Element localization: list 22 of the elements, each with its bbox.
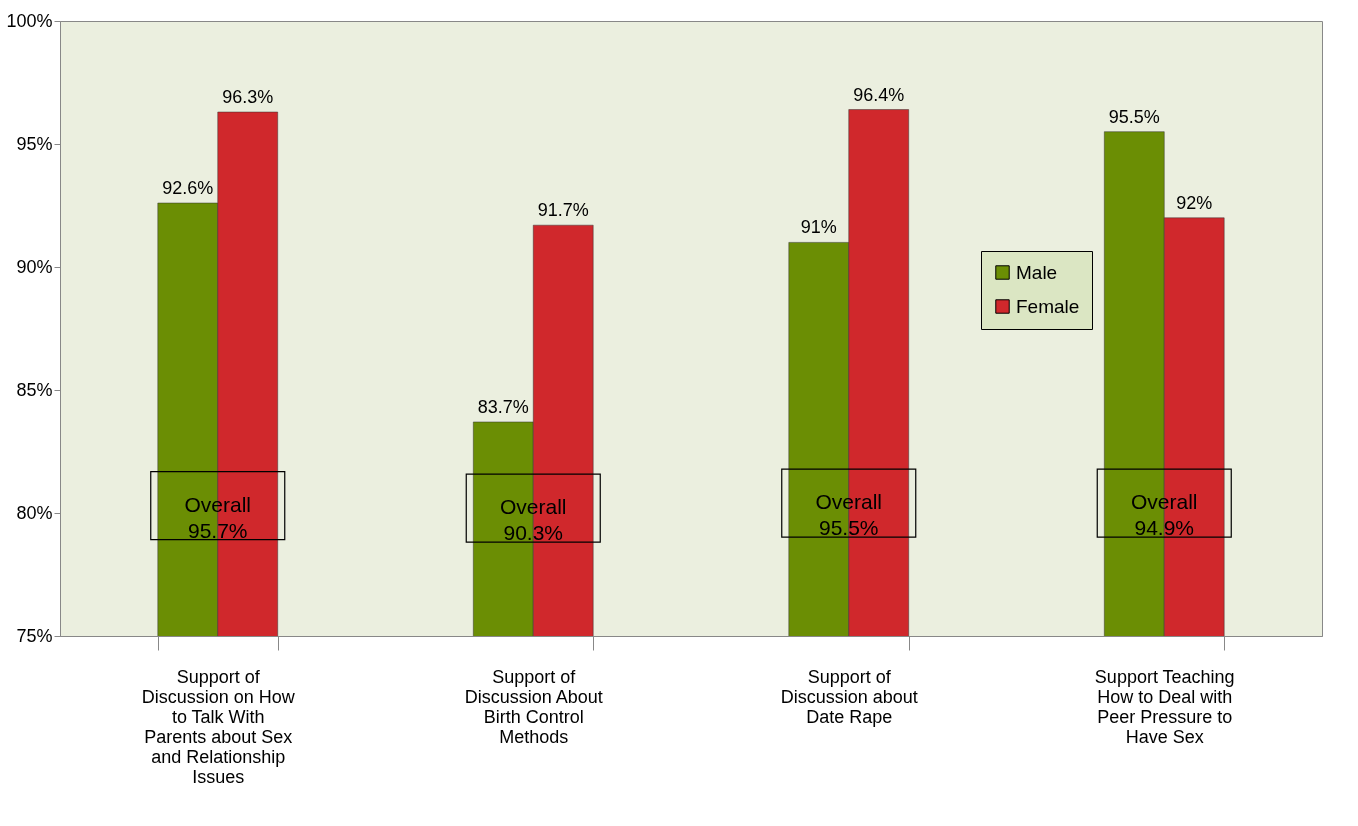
data-label: 91% (800, 217, 837, 238)
data-label: 96.4% (853, 84, 905, 105)
y-tick-label: 100% (6, 10, 53, 31)
x-tick-label: Support of Discussion about Date Rape (780, 666, 918, 727)
y-tick-label: 85% (16, 379, 53, 400)
x-tick-label: Support of Discussion on How to Talk With Parents about Sex and Relationship Issues (141, 666, 296, 787)
y-tick-label: 75% (16, 625, 53, 646)
annotation: Overall 95.5% (815, 490, 883, 540)
x-tick-label: Support of Discussion About Birth Control Methods (464, 666, 603, 747)
y-tick-label: 80% (16, 502, 53, 523)
data-label: 83.7% (477, 396, 529, 417)
legend-label: Male (1016, 261, 1058, 283)
data-label: 96.3% (222, 87, 274, 108)
data-label: 92.6% (162, 178, 214, 199)
legend-label: Female (1016, 295, 1080, 317)
data-label: 91.7% (537, 200, 589, 221)
data-label: 95.5% (1108, 106, 1160, 127)
x-tick-label: Support Teaching How to Deal with Peer Pressure to Have Sex (1094, 666, 1235, 747)
y-tick-label: 95% (16, 133, 53, 154)
annotation: Overall 95.7% (184, 492, 252, 542)
y-tick-label: 90% (16, 256, 53, 277)
data-label: 92% (1176, 192, 1213, 213)
